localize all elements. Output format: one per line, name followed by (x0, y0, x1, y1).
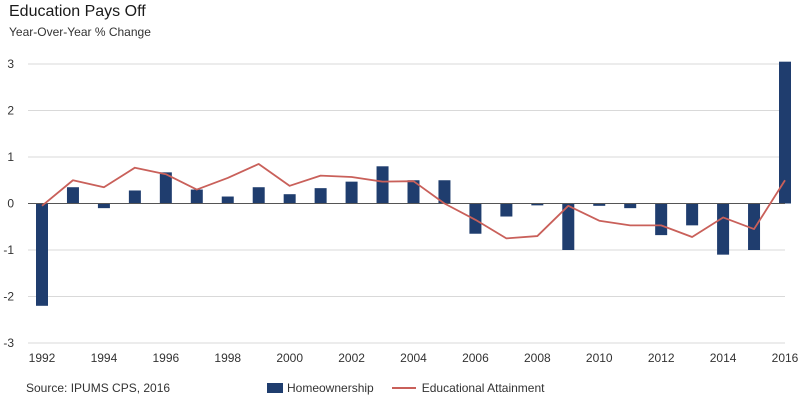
gridlines (28, 63, 785, 344)
bar-2015 (748, 203, 761, 250)
legend-label-educational-attainment: Educational Attainment (421, 381, 545, 395)
y-tick-label: -1 (3, 243, 14, 257)
legend: Homeownership Educational Attainment (267, 381, 562, 395)
bar-1999 (252, 187, 265, 204)
legend-swatch-line (391, 387, 416, 389)
x-tick-label: 2010 (586, 351, 613, 365)
bar-2008 (531, 203, 544, 206)
source-note: Source: IPUMS CPS, 2016 (26, 381, 171, 395)
y-tick-label: 1 (7, 150, 14, 164)
educational-attainment-polyline (41, 163, 786, 240)
bar-2016 (779, 61, 791, 204)
bar-1996 (159, 172, 172, 204)
bar-2013 (686, 203, 699, 226)
x-tick-label: 1992 (29, 351, 56, 365)
bar-2001 (314, 188, 327, 204)
y-axis-ticks: -3 -2 -1 0 1 2 3 (3, 57, 14, 350)
legend-item-homeownership: Homeownership (267, 381, 374, 395)
x-tick-label: 2004 (400, 351, 427, 365)
x-tick-label: 2000 (276, 351, 303, 365)
y-tick-label: 3 (7, 57, 14, 71)
x-axis-ticks: 1992 1994 1996 1998 2000 2002 2004 2006 2008 2010… (29, 351, 799, 365)
bar-1993 (66, 187, 79, 204)
legend-item-educational-attainment: Educational Attainment (391, 381, 545, 395)
bar-2009 (562, 203, 575, 250)
y-tick-label: -2 (3, 290, 14, 304)
homeownership-bars (36, 61, 791, 306)
educational-attainment-line (41, 163, 786, 240)
bar-1997 (190, 189, 203, 204)
x-tick-label: 2012 (648, 351, 675, 365)
y-tick-label: -3 (3, 336, 14, 350)
y-tick-label: 0 (7, 197, 14, 211)
x-tick-label: 2002 (338, 351, 365, 365)
y-tick-label: 2 (7, 104, 14, 118)
bar-2007 (500, 203, 513, 217)
bar-2003 (376, 166, 389, 204)
bar-2006 (469, 203, 482, 234)
legend-swatch-bar (267, 383, 283, 393)
bar-2011 (624, 203, 637, 209)
legend-label-homeownership: Homeownership (287, 381, 374, 395)
bar-2014 (717, 203, 730, 255)
bar-2002 (345, 181, 358, 204)
x-tick-label: 2008 (524, 351, 551, 365)
x-tick-label: 2006 (462, 351, 489, 365)
x-tick-label: 2016 (772, 351, 799, 365)
chart-subtitle: Year-Over-Year % Change (9, 25, 151, 39)
bar-1994 (97, 203, 110, 209)
bar-2012 (655, 203, 668, 236)
bar-2000 (283, 194, 296, 204)
bar-2010 (593, 203, 606, 206)
bar-1992 (36, 203, 48, 306)
bar-1998 (221, 196, 234, 204)
x-tick-label: 1998 (214, 351, 241, 365)
bar-2005 (438, 180, 451, 204)
x-tick-label: 2014 (710, 351, 737, 365)
chart-title: Education Pays Off (9, 3, 146, 20)
bar-2004 (407, 180, 420, 204)
x-tick-label: 1994 (91, 351, 118, 365)
x-tick-label: 1996 (152, 351, 179, 365)
bar-1995 (128, 190, 141, 204)
